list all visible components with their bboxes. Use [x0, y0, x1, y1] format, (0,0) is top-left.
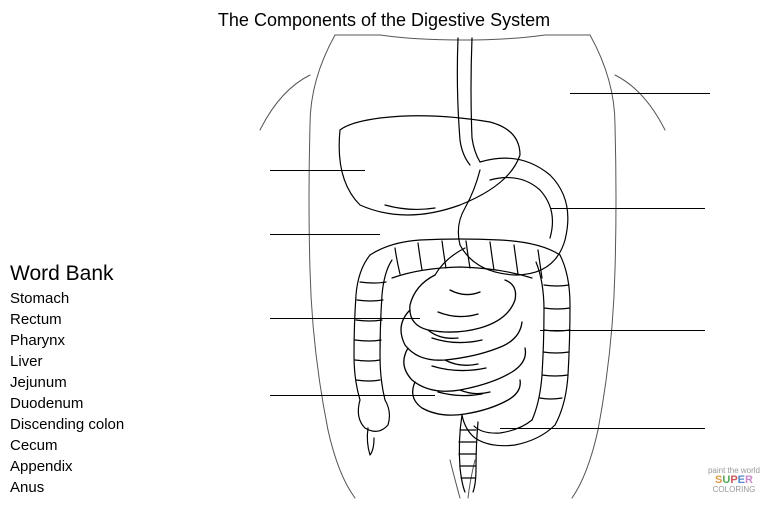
word-bank-item: Stomach	[10, 288, 124, 309]
word-bank-item: Liver	[10, 351, 124, 372]
word-bank-item: Anus	[10, 477, 124, 498]
word-bank-item: Discending colon	[10, 414, 124, 435]
label-line	[550, 208, 705, 209]
word-bank-item: Duodenum	[10, 393, 124, 414]
watermark-sub: COLORING	[708, 486, 760, 494]
page-title: The Components of the Digestive System	[0, 10, 768, 31]
label-line	[540, 330, 705, 331]
digestive-system-diagram	[160, 30, 720, 500]
word-bank: Word Bank Stomach Rectum Pharynx Liver J…	[10, 262, 124, 498]
word-bank-item: Appendix	[10, 456, 124, 477]
word-bank-item: Pharynx	[10, 330, 124, 351]
anatomy-svg	[160, 30, 720, 500]
word-bank-item: Cecum	[10, 435, 124, 456]
label-line	[270, 318, 420, 319]
label-line	[500, 428, 705, 429]
label-line	[270, 234, 380, 235]
word-bank-heading: Word Bank	[10, 262, 124, 286]
watermark: paint the world SUPER COLORING	[708, 467, 760, 494]
label-line	[570, 93, 710, 94]
word-bank-item: Rectum	[10, 309, 124, 330]
label-line	[270, 170, 365, 171]
word-bank-item: Jejunum	[10, 372, 124, 393]
label-line	[270, 395, 435, 396]
